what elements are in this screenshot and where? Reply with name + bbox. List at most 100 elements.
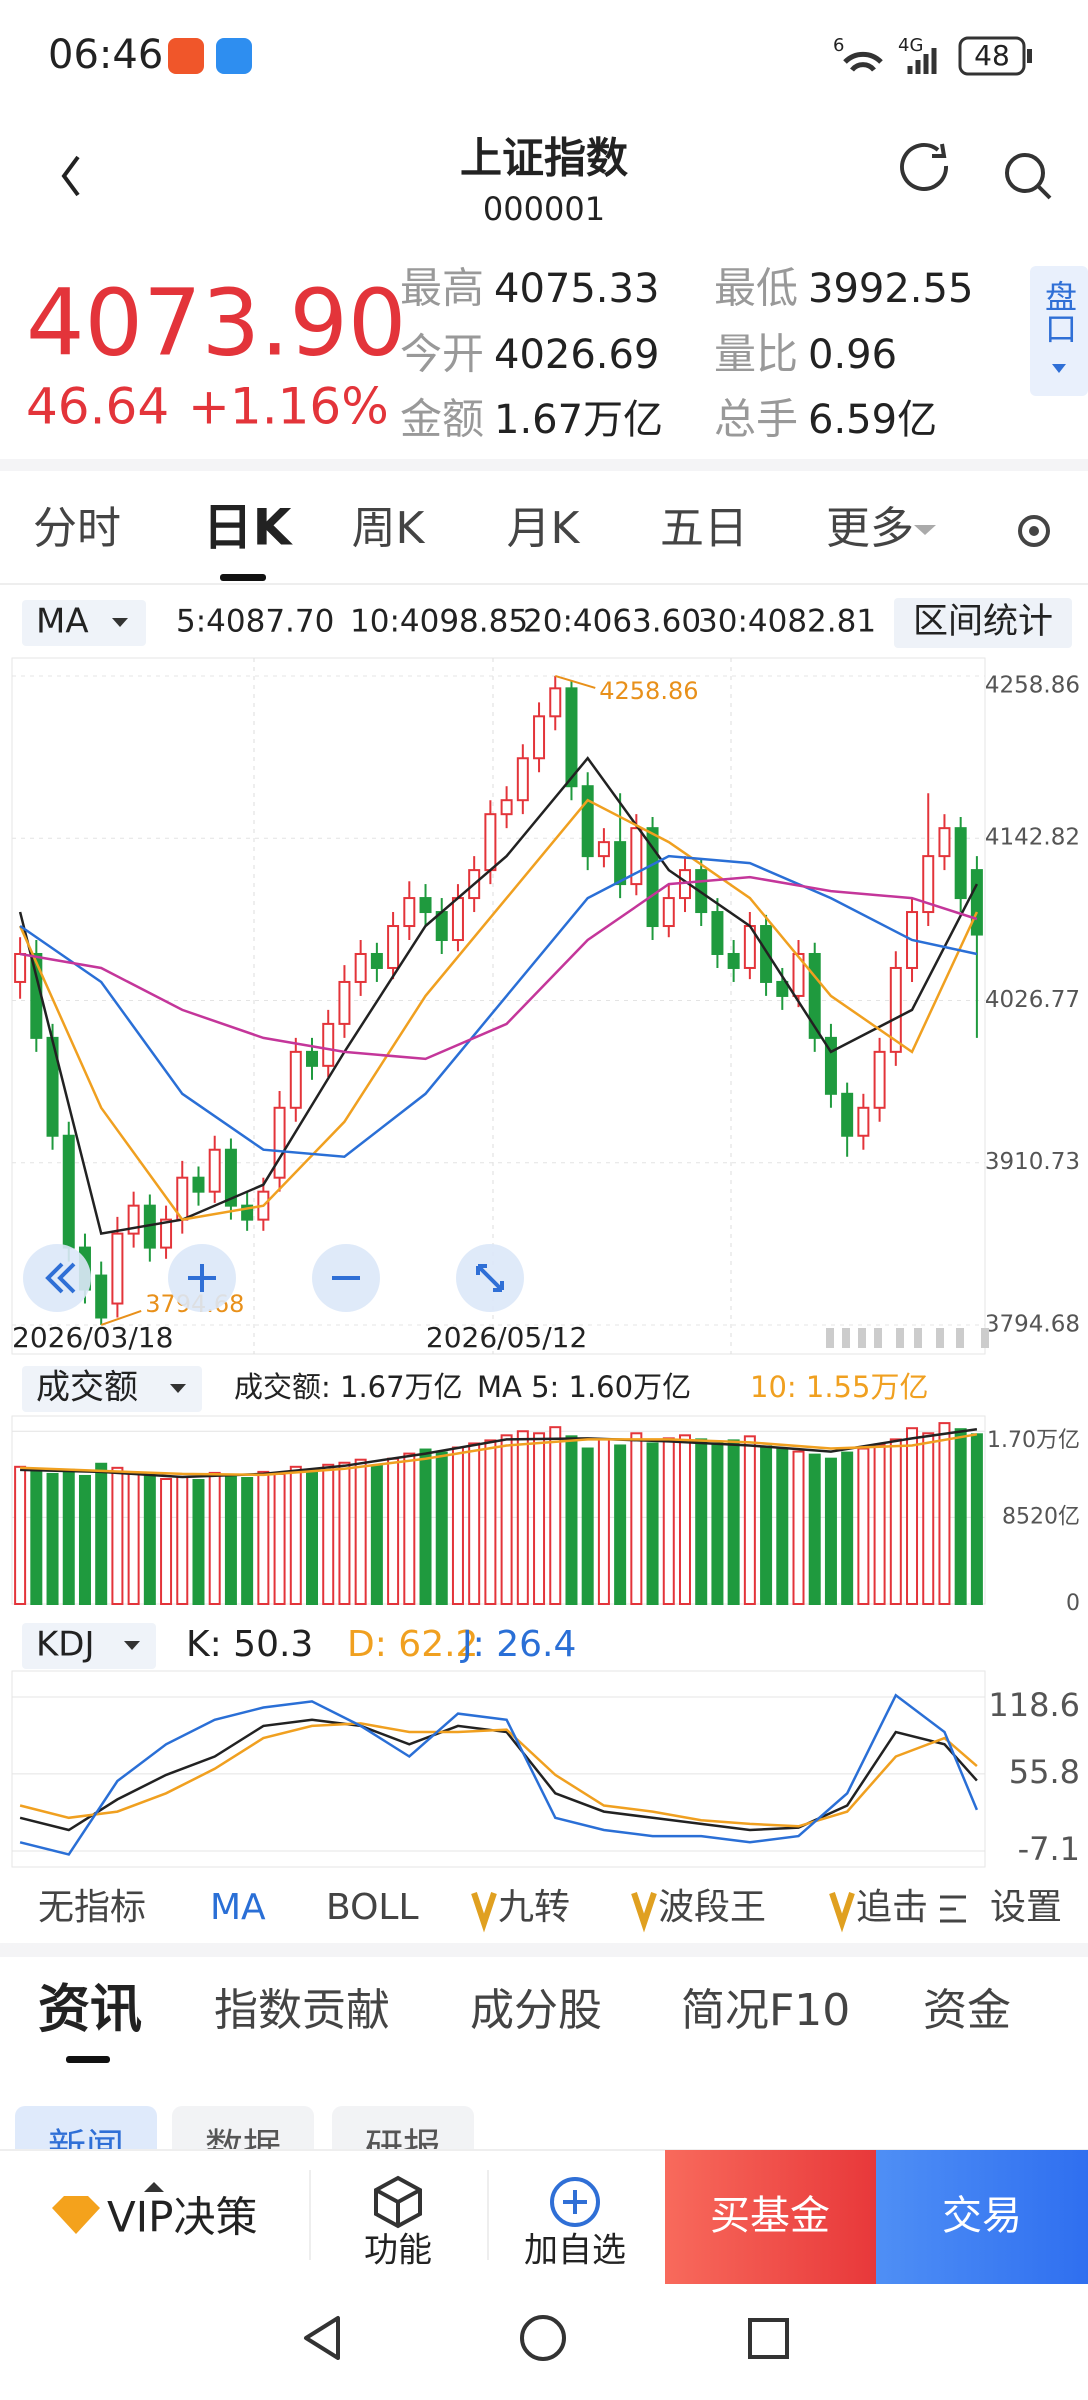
refresh-button[interactable] [900, 142, 949, 191]
buy-fund-label: 买基金 [710, 2193, 830, 2239]
price-change-pct: +1.16% [188, 378, 389, 436]
candle-body [95, 1274, 108, 1319]
side-tab[interactable] [1030, 266, 1088, 396]
buy-fund-button[interactable] [665, 2150, 876, 2284]
volume-bar [792, 1450, 805, 1606]
stat-value: 1.67万亿 [494, 397, 663, 443]
candle-body [14, 952, 27, 983]
search-button[interactable] [1005, 153, 1045, 193]
stat-label: 总手 [714, 395, 798, 444]
stat-value: 4026.69 [494, 332, 659, 378]
volume-bar [338, 1461, 351, 1606]
candle-body [922, 855, 935, 914]
volume-bar [954, 1428, 967, 1605]
volume-bar [889, 1438, 902, 1605]
candle-body [565, 687, 578, 788]
watch-button[interactable]: 加自选 [524, 2231, 626, 2271]
period-tab[interactable]: 更多 [826, 503, 914, 554]
indicator-tab[interactable]: 波段王 [658, 1887, 766, 1928]
info-tab[interactable]: 成分股 [470, 1985, 602, 2036]
volume-bar [922, 1432, 935, 1605]
period-tab[interactable]: 五日 [660, 503, 748, 554]
trade-label: 交易 [942, 2193, 1022, 2239]
app-icon [168, 38, 204, 74]
legend-entry: 20:4063.60 [523, 604, 701, 640]
vertical-grid [253, 658, 732, 1354]
candle-body [127, 1204, 140, 1235]
legend-entry: 10:4098.85 [350, 604, 528, 640]
index-code: 000001 [483, 190, 605, 228]
info-tab[interactable]: 简况F10 [681, 1985, 850, 2036]
clock: 06:46 [48, 32, 163, 78]
candle-body [776, 980, 789, 997]
candle-body [208, 1148, 221, 1193]
ma-selector[interactable] [22, 600, 146, 646]
vip-button[interactable]: VIP决策 [107, 2193, 257, 2242]
kdj-selector[interactable] [22, 1623, 156, 1669]
nav-back[interactable] [304, 2316, 340, 2360]
function-button[interactable]: 功能 [364, 2231, 432, 2271]
watch-icon-plus [563, 2190, 587, 2214]
volume-bar [565, 1435, 578, 1606]
period-tab[interactable]: 周K [352, 503, 426, 554]
volume-bar [646, 1442, 659, 1606]
x-tick-label: 2026/03/18 [12, 1321, 173, 1354]
volume-bar [776, 1448, 789, 1606]
line [20, 1427, 978, 1479]
y-tick-label: 3910.73 [985, 1149, 1080, 1175]
volume-bar [938, 1422, 951, 1606]
settings-button[interactable] [1018, 515, 1050, 547]
volume-selector[interactable] [22, 1366, 202, 1412]
period-tab[interactable]: 月K [507, 503, 581, 554]
chart-layer: 4258.86 4142.82 4026.77 3910.73 3794.68 2026/… [12, 672, 1080, 1868]
battery-level: 48 [974, 39, 1010, 72]
indicator-tab[interactable]: 无指标 [38, 1887, 146, 1928]
legend-entry: D: 62.2 [347, 1624, 478, 1665]
legend-entry: 5:4087.70 [176, 604, 334, 640]
volume-bar [176, 1475, 189, 1606]
icon [188, 1264, 216, 1292]
volume-bar [387, 1457, 400, 1605]
indicator-settings[interactable]: 设置 [990, 1887, 1062, 1928]
price-change: 46.64 [26, 378, 169, 436]
line [19, 1693, 979, 1856]
info-tab-active[interactable]: 资讯 [38, 1980, 142, 2040]
volume-bar [419, 1448, 432, 1606]
network-label: 4G [898, 35, 923, 56]
y-tick-label: 0 [1066, 1591, 1080, 1616]
scroll-left-button[interactable] [23, 1244, 91, 1312]
settings-dot [1029, 526, 1039, 536]
info-tab[interactable]: 指数贡献 [214, 1985, 390, 2036]
range-stats-button[interactable] [894, 598, 1072, 648]
volume-bar [14, 1465, 27, 1605]
price: 4073.90 [26, 269, 406, 376]
period-tab[interactable]: 分时 [33, 503, 121, 554]
trade-button[interactable] [876, 2150, 1088, 2284]
volume-bar [597, 1438, 610, 1605]
candle-body [938, 827, 951, 858]
info-tab[interactable]: 资金 [923, 1985, 1011, 2036]
y-tick-label: 3794.68 [985, 1311, 1080, 1337]
indicator-tab[interactable]: BOLL [326, 1887, 419, 1928]
stat-value: 3992.55 [808, 266, 973, 312]
tab-underline [66, 2056, 110, 2063]
range-stats-label: 区间统计 [913, 602, 1053, 642]
candle-body [549, 687, 562, 718]
legend-entry: 30:4082.81 [698, 604, 876, 640]
candle-body [289, 1050, 302, 1109]
volume-bar [808, 1453, 821, 1605]
nav-recent[interactable] [748, 2318, 789, 2359]
period-tab-active[interactable]: 日K [203, 499, 294, 557]
function-icon [374, 2175, 422, 2229]
back-button[interactable] [61, 155, 80, 197]
indicator-tab-active[interactable]: MA [210, 1887, 266, 1928]
indicator-tab[interactable]: 追击 [856, 1887, 928, 1928]
candle-body [841, 1092, 854, 1137]
volume-bar [516, 1430, 529, 1606]
indicator-tab[interactable]: 九转 [498, 1887, 570, 1928]
nav-home[interactable] [520, 2315, 566, 2361]
volume-bar [695, 1438, 708, 1605]
candle-body [192, 1176, 205, 1193]
candle-body [614, 841, 627, 886]
volume-bar [160, 1478, 173, 1605]
